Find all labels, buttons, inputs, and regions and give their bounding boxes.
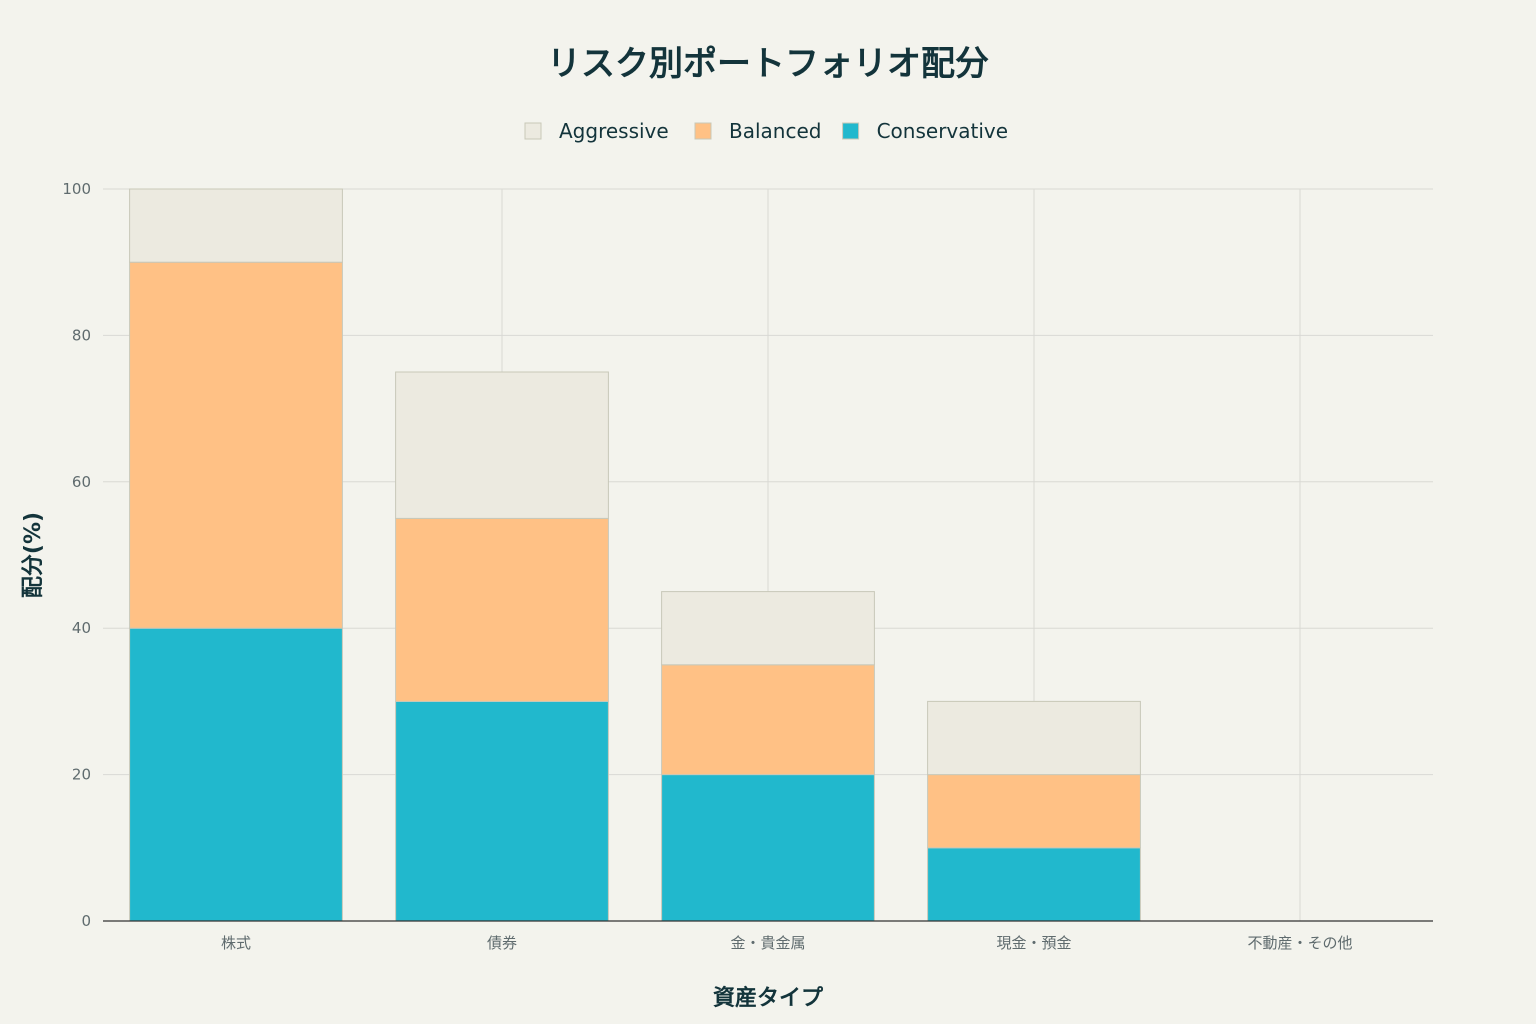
y-tick-label: 20 (72, 766, 91, 784)
x-tick-labels: 株式 債券 金・貴金属 現金・預金 不動産・その他 (221, 934, 1353, 952)
legend-label-conservative: Conservative (877, 119, 1008, 143)
x-axis-title: 資産タイプ (713, 985, 824, 1011)
legend-label-aggressive: Aggressive (559, 119, 669, 143)
bar-balanced-0 (129, 261, 343, 629)
legend-swatch-conservative (842, 122, 860, 140)
bar-aggressive-0 (129, 188, 343, 263)
bar-conservative-2 (661, 774, 875, 922)
bar-conservative-1 (395, 700, 609, 922)
x-tick-label: 現金・預金 (996, 934, 1071, 952)
bar-aggressive-2 (661, 591, 875, 666)
y-axis-title: 配分(%) (21, 512, 46, 598)
x-tick-label: 債券 (487, 934, 517, 952)
y-tick-label: 0 (81, 912, 91, 930)
bars (129, 188, 1141, 922)
chart-title: リスク別ポートフォリオ配分 (547, 44, 989, 84)
y-tick-labels: 0 20 40 60 80 100 (62, 180, 91, 930)
legend: Aggressive Balanced Conservative (524, 119, 1008, 143)
y-tick-label: 60 (72, 473, 91, 491)
bar-conservative-3 (927, 847, 1141, 922)
bar-conservative-0 (129, 627, 343, 922)
y-tick-label: 80 (72, 326, 91, 344)
legend-swatch-aggressive (524, 122, 542, 140)
bar-aggressive-3 (927, 700, 1141, 776)
bar-aggressive-1 (395, 371, 609, 519)
legend-swatch-balanced (694, 122, 712, 140)
bar-balanced-1 (395, 517, 609, 702)
y-tick-label: 40 (72, 619, 91, 637)
bar-balanced-3 (927, 774, 1141, 849)
x-tick-label: 不動産・その他 (1247, 934, 1352, 952)
y-tick-label: 100 (62, 180, 91, 198)
legend-label-balanced: Balanced (729, 119, 821, 143)
bar-balanced-2 (661, 664, 875, 776)
x-tick-label: 株式 (221, 934, 251, 952)
x-tick-label: 金・貴金属 (730, 934, 805, 952)
